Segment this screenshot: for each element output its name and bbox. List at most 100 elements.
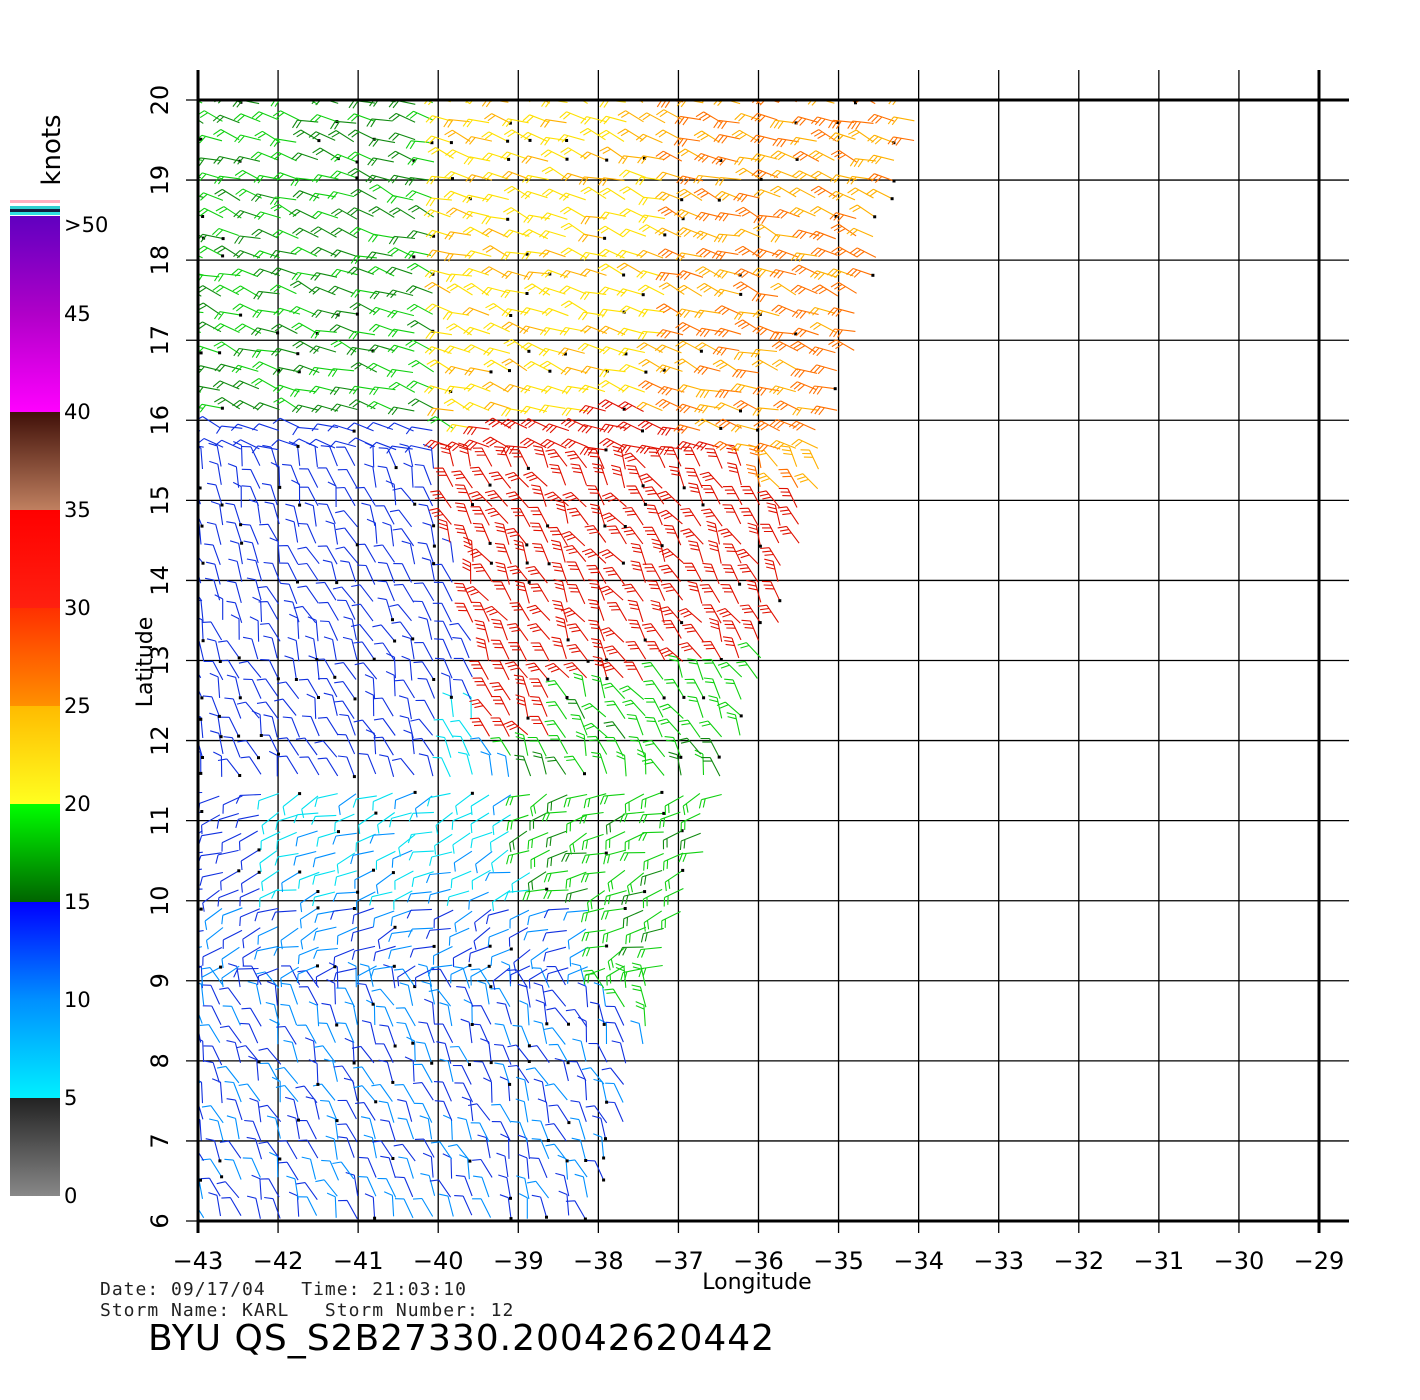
wind-barb [635, 444, 663, 455]
wind-barb [715, 389, 742, 399]
wind-barb [741, 100, 761, 105]
wind-barb [354, 869, 374, 889]
wind-barb [675, 252, 703, 262]
wind-barb [533, 1078, 547, 1103]
wind-barb [360, 1116, 376, 1140]
wind-barb [226, 600, 243, 623]
wind-barb [252, 361, 279, 371]
rain-flag-marker [662, 368, 666, 372]
wind-barb [474, 619, 490, 643]
wind-barb [531, 1138, 550, 1160]
wind-barb [661, 911, 681, 930]
rain-flag-marker [432, 234, 436, 238]
rain-flag-marker [374, 811, 378, 815]
map-grid [186, 70, 1349, 1233]
wind-barb [635, 401, 663, 412]
wind-barb [212, 284, 240, 296]
wind-barb [414, 1138, 435, 1158]
wind-barb [266, 1115, 281, 1139]
wind-barb [326, 1115, 339, 1140]
wind-barb [642, 888, 663, 909]
wind-barb [369, 290, 397, 300]
wind-barb [545, 1123, 567, 1142]
wind-barb [314, 793, 338, 808]
wind-barb [369, 891, 393, 906]
x-tick-label: −35 [813, 1247, 864, 1275]
wind-barb [702, 562, 720, 585]
rain-flag-marker [298, 503, 302, 507]
wind-barb [285, 518, 299, 543]
wind-barb [752, 309, 780, 319]
wind-barb [501, 170, 529, 180]
wind-barb [292, 190, 320, 199]
wind-barb [455, 502, 472, 524]
wind-barb [527, 832, 549, 850]
rain-flag-marker [221, 237, 225, 241]
wind-barb [385, 670, 396, 697]
wind-barb [598, 549, 624, 564]
wind-barb [470, 831, 493, 849]
wind-barb [394, 679, 415, 699]
wind-barb [459, 1154, 470, 1180]
wind-barb [491, 1121, 511, 1141]
wind-barb [658, 282, 685, 295]
wind-barb [282, 716, 301, 738]
rain-flag-marker [834, 215, 838, 218]
wind-barb [246, 577, 262, 601]
wind-barb [628, 736, 646, 758]
wind-barb [281, 871, 300, 892]
wind-barb [545, 830, 568, 848]
wind-barb [525, 1067, 549, 1085]
wind-barb [317, 757, 339, 777]
wind-barb [830, 149, 857, 163]
wind-barb [337, 1123, 358, 1143]
wind-barb [199, 1024, 221, 1043]
wind-barb [246, 1195, 261, 1219]
wind-barb [565, 814, 587, 834]
wind-barb [427, 888, 451, 904]
wind-barb [467, 1103, 491, 1121]
wind-barb [721, 564, 741, 585]
rain-flag-marker [294, 678, 298, 681]
wind-barb [471, 869, 491, 890]
wind-barb [734, 319, 761, 332]
rain-flag-marker [739, 714, 743, 718]
wind-barb [414, 463, 432, 486]
wind-barb [643, 680, 665, 699]
wind-barb [297, 585, 319, 604]
wind-barb [370, 965, 395, 979]
wind-barb [524, 283, 551, 296]
wind-barb [457, 1117, 472, 1140]
wind-barb [462, 401, 490, 412]
wind-barb [205, 1138, 221, 1162]
wind-barb [491, 618, 509, 641]
wind-barb [413, 582, 435, 602]
wind-barb [216, 425, 243, 434]
wind-barb [240, 849, 260, 871]
rain-flag-marker [546, 524, 550, 528]
wind-barb [337, 1099, 357, 1120]
wind-barb [226, 521, 243, 544]
colorbar-top-band [10, 203, 60, 206]
wind-barb [224, 1081, 242, 1103]
wind-barb [732, 368, 759, 379]
wind-barb [246, 1136, 263, 1160]
wind-barb [525, 662, 549, 680]
wind-barb [258, 1047, 282, 1065]
wind-barb [201, 966, 221, 987]
rain-flag-marker [374, 1100, 378, 1104]
wind-barb [750, 134, 777, 145]
wind-barb [792, 406, 819, 416]
wind-barb [637, 420, 665, 431]
wind-barb [581, 833, 604, 851]
rain-flag-marker [219, 735, 223, 739]
wind-barb [355, 543, 376, 563]
wind-barb [355, 833, 376, 852]
wind-barb [418, 963, 433, 987]
wind-barb [713, 288, 741, 298]
wind-barb [481, 227, 509, 238]
wind-barb [297, 1120, 317, 1140]
wind-barb [330, 907, 355, 920]
wind-barb [828, 119, 855, 129]
wind-barb [490, 717, 510, 737]
